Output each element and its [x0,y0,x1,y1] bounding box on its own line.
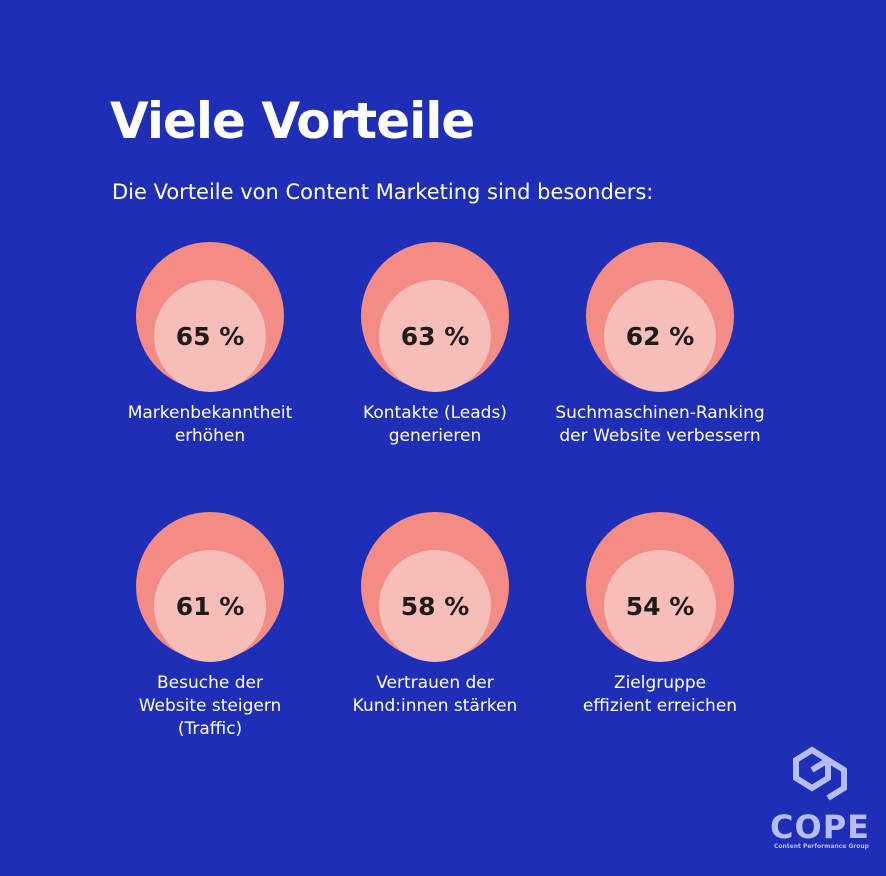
logo-tagline: Content Performance Group [774,843,869,850]
label-line: Website steigern [138,696,282,716]
label-line: der Website verbessern [559,426,761,446]
stat-label: Zielgruppe effizient erreichen [540,672,780,718]
stat-value: 61 % [175,592,245,621]
label-line: Kontakte (Leads) [363,403,507,423]
label-line: Markenbekanntheit [127,403,293,423]
circle-graphic [586,512,734,662]
label-line: Besuche der [157,673,263,693]
stat-value: 62 % [625,322,695,351]
label-line: Suchmaschinen-Ranking [555,403,765,423]
stat-label: Besuche der Website steigern (Traffic) [90,672,330,741]
label-line: erhöhen [174,426,246,446]
inner-circle [154,550,266,662]
inner-circle [379,550,491,662]
inner-circle [604,280,716,392]
circle-graphic [136,242,284,392]
label-line: Zielgruppe [613,673,707,693]
stat-label: Markenbekanntheit erhöhen [90,402,330,448]
subtitle: Die Vorteile von Content Marketing sind … [112,180,654,204]
inner-circle [154,280,266,392]
stat-value: 54 % [625,592,695,621]
label-line: (Traffic) [177,719,243,739]
stat-value: 65 % [175,322,245,351]
title: Viele Vorteile [110,92,475,150]
circle-graphic [361,512,509,662]
stat-label: Kontakte (Leads) generieren [315,402,555,448]
stat-value: 58 % [400,592,470,621]
circle-graphic [361,242,509,392]
inner-circle [604,550,716,662]
label-line: generieren [388,426,482,446]
stat-label: Vertrauen der Kund:innen stärken [315,672,555,718]
label-line: effizient erreichen [582,696,738,716]
inner-circle [379,280,491,392]
circle-graphic [136,512,284,662]
stat-label: Suchmaschinen-Ranking der Website verbess… [540,402,780,448]
label-line: Kund:innen stärken [352,696,518,716]
stat-value: 63 % [400,322,470,351]
logo-name: COPE [770,808,870,846]
label-line: Vertrauen der [376,673,494,693]
circle-graphic [586,242,734,392]
logo-icon [793,746,847,801]
